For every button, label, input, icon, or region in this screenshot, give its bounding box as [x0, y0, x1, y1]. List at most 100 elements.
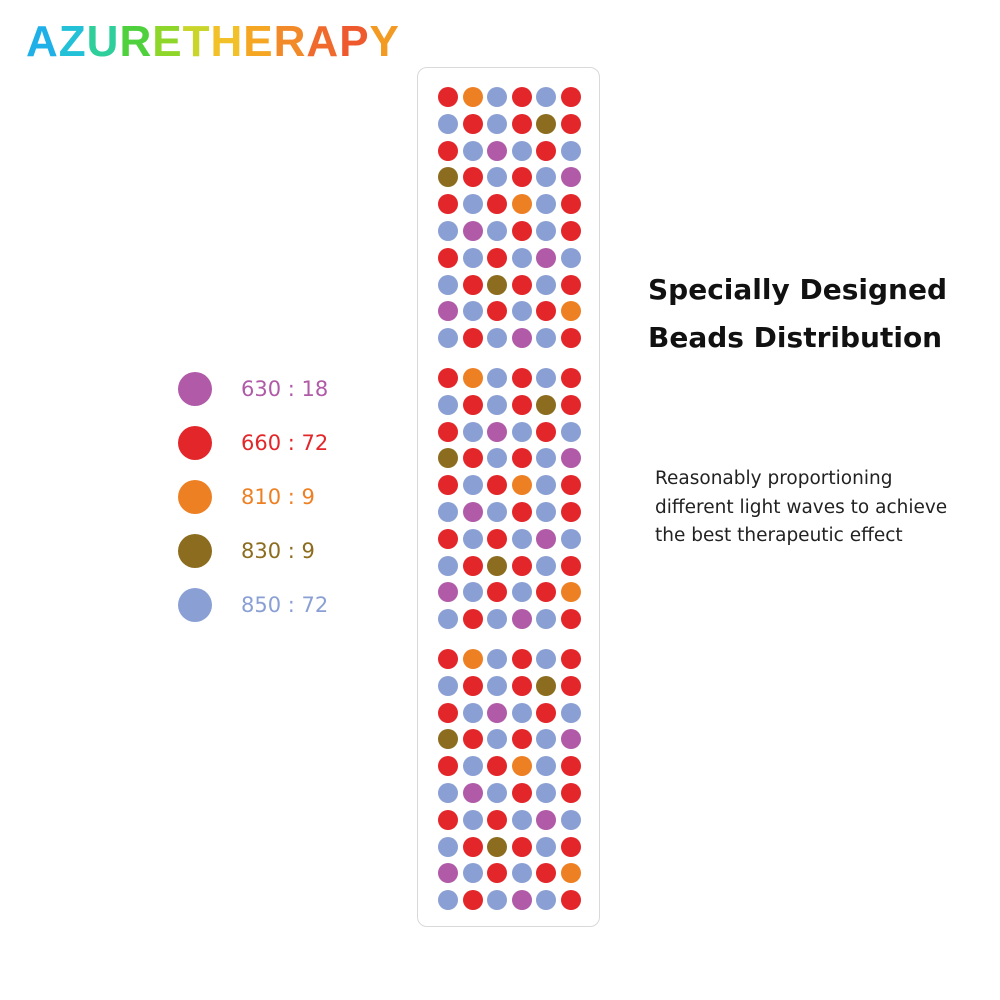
- bead: [561, 328, 581, 349]
- bead: [561, 167, 581, 188]
- bead: [561, 301, 581, 322]
- brand-logo-letter: Z: [58, 17, 87, 66]
- bead: [438, 194, 458, 215]
- headline: Specially Designed Beads Distribution: [648, 266, 988, 362]
- bead: [561, 809, 581, 830]
- bead: [511, 502, 532, 522]
- bead: [438, 609, 458, 630]
- brand-logo-letter: R: [119, 17, 153, 66]
- bead: [487, 609, 508, 630]
- bead: [536, 702, 557, 723]
- legend-dot: [178, 588, 212, 622]
- bead: [561, 729, 581, 750]
- bead: [536, 863, 557, 884]
- bead: [487, 729, 508, 750]
- bead: [536, 140, 557, 161]
- bead: [438, 555, 458, 576]
- bead: [536, 194, 557, 215]
- bead: [487, 649, 508, 669]
- bead: [487, 394, 508, 415]
- bead: [536, 582, 557, 603]
- legend-item: 660 : 72: [178, 426, 378, 460]
- bead: [462, 113, 483, 134]
- bead: [462, 555, 483, 576]
- bead: [561, 609, 581, 630]
- bead: [536, 502, 557, 522]
- bead: [487, 582, 508, 603]
- bead: [438, 113, 458, 134]
- bead: [438, 87, 458, 107]
- bead: [462, 221, 483, 241]
- bead: [561, 528, 581, 549]
- bead: [536, 890, 557, 911]
- bead: [487, 194, 508, 215]
- bead: [511, 702, 532, 723]
- bead: [462, 301, 483, 322]
- bead: [536, 729, 557, 750]
- bead: [511, 783, 532, 803]
- bead: [438, 702, 458, 723]
- description-line-3: the best therapeutic effect: [655, 525, 903, 546]
- bead: [511, 368, 532, 388]
- bead: [487, 863, 508, 884]
- bead: [487, 140, 508, 161]
- bead: [561, 702, 581, 723]
- bead: [511, 528, 532, 549]
- bead: [438, 274, 458, 295]
- bead: [536, 394, 557, 415]
- bead: [536, 368, 557, 388]
- bead: [511, 194, 532, 215]
- bead: [462, 394, 483, 415]
- bead: [561, 890, 581, 911]
- bead: [561, 113, 581, 134]
- bead: [511, 113, 532, 134]
- bead: [511, 890, 532, 911]
- bead: [438, 502, 458, 522]
- bead: [438, 836, 458, 857]
- bead-panel: [417, 67, 600, 927]
- bead: [561, 87, 581, 107]
- brand-logo-letter: A: [26, 17, 59, 66]
- description: Reasonably proportioning different light…: [655, 465, 995, 551]
- bead: [462, 756, 483, 777]
- bead: [561, 502, 581, 522]
- bead: [487, 421, 508, 442]
- bead: [487, 167, 508, 188]
- brand-logo-letter: E: [243, 17, 274, 66]
- bead: [536, 247, 557, 268]
- bead: [561, 783, 581, 803]
- bead: [536, 221, 557, 241]
- bead: [536, 301, 557, 322]
- bead: [536, 274, 557, 295]
- bead: [462, 167, 483, 188]
- bead: [536, 675, 557, 696]
- bead: [536, 649, 557, 669]
- legend-item: 850 : 72: [178, 588, 378, 622]
- bead: [536, 555, 557, 576]
- bead: [511, 274, 532, 295]
- bead: [561, 863, 581, 884]
- bead: [438, 729, 458, 750]
- bead: [487, 475, 508, 496]
- bead: [511, 756, 532, 777]
- brand-logo-letter: R: [273, 17, 307, 66]
- legend-dot: [178, 372, 212, 406]
- bead: [487, 301, 508, 322]
- legend-label: 830 : 9: [241, 539, 315, 563]
- bead: [511, 247, 532, 268]
- bead: [462, 609, 483, 630]
- bead: [536, 328, 557, 349]
- bead: [487, 221, 508, 241]
- bead: [487, 113, 508, 134]
- bead: [462, 328, 483, 349]
- bead: [561, 555, 581, 576]
- bead: [536, 113, 557, 134]
- bead: [536, 783, 557, 803]
- bead: [511, 221, 532, 241]
- brand-logo: AZURETHERAPY: [26, 14, 400, 70]
- bead: [462, 582, 483, 603]
- bead: [438, 528, 458, 549]
- bead: [511, 582, 532, 603]
- bead: [462, 702, 483, 723]
- bead: [561, 274, 581, 295]
